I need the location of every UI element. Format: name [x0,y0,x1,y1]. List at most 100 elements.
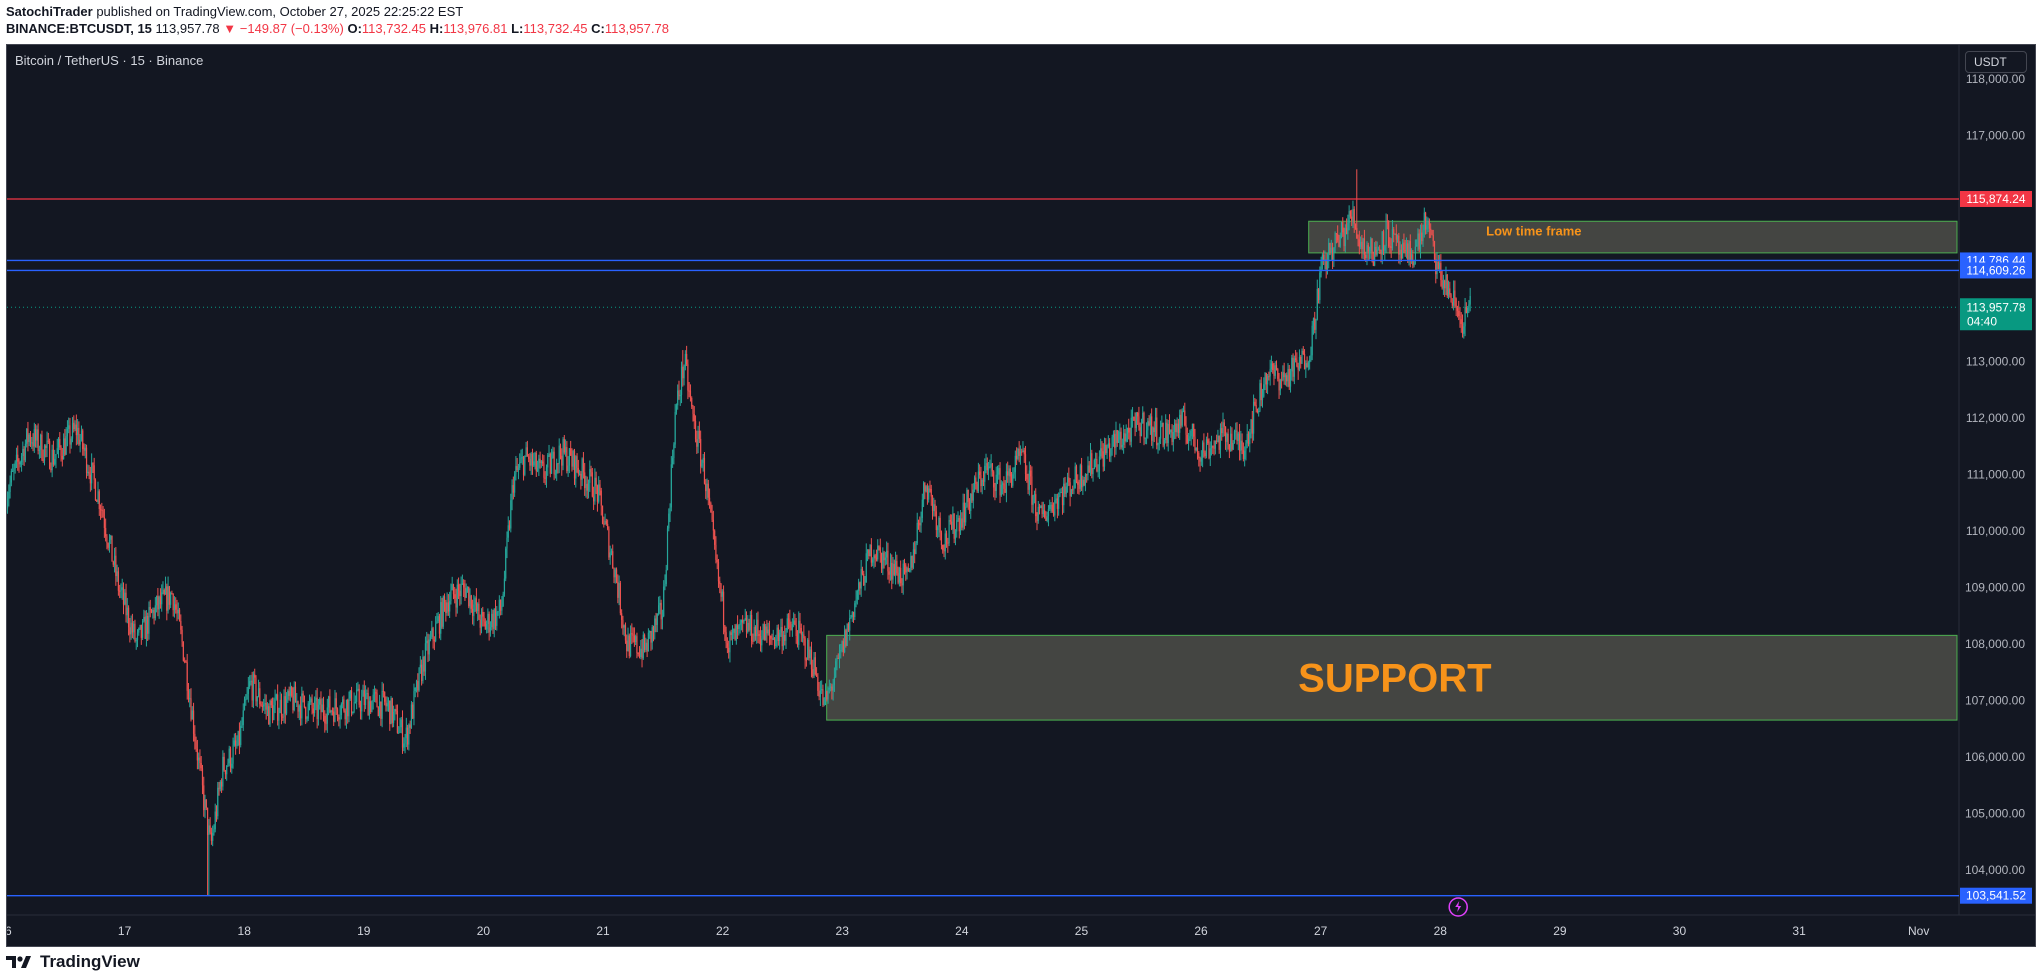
candle-body [1423,212,1425,231]
candle-body [157,596,159,610]
candle-body [120,589,122,591]
candle-body [659,602,661,606]
candle-body [121,587,123,590]
candle-body [931,496,934,511]
candle-body [580,473,582,480]
candle-body [1399,249,1401,255]
candle-body [345,699,348,720]
candle-body [696,439,698,447]
candle-body [884,557,886,561]
chart-pane[interactable]: 104,000.00 105,000.00 106,000.00 107,000.00… [6,44,2036,947]
candle-body [106,536,108,544]
candle-body [972,489,974,501]
candle-body [1032,495,1034,505]
candle-body [576,456,578,468]
candle-body [925,486,927,492]
candle-body [568,448,571,466]
candle-body [1362,238,1364,250]
currency-button[interactable]: USDT [1965,51,2027,73]
x-tick-label: 24 [955,924,969,938]
candle-body [674,411,676,445]
candle-body [803,634,805,639]
level-label-bg [1960,887,2032,904]
candle-body [48,441,51,469]
candle-body [1316,288,1318,320]
candle-body [615,569,618,583]
candle-body [103,517,105,528]
candle-body [577,467,579,474]
candle-body [617,582,619,598]
candle-body [1084,474,1087,486]
candle-body [1059,492,1061,497]
candle-body [340,703,342,716]
candle-body [8,492,10,499]
candle-body [1289,371,1292,387]
candle-body [1291,357,1293,372]
candle-body [587,482,590,491]
candle-body [447,602,449,612]
candle-body [404,738,406,744]
candle-body [143,616,145,621]
candle-body [530,453,532,466]
candle-body [51,449,53,471]
candle-body [961,518,963,528]
candle-body [141,620,144,638]
candle-body [959,518,962,532]
publisher-name[interactable]: SatochiTrader [6,4,93,19]
candle-body [427,640,429,655]
candle-body [865,553,867,583]
candle-body [908,570,911,572]
candle-body [1009,468,1011,477]
candle-body [1102,451,1104,467]
candle-body [1246,433,1248,444]
tradingview-logo[interactable]: TradingView [6,952,140,972]
candle-body [1080,465,1083,488]
candle-body [1082,479,1084,488]
candle-body [507,525,509,538]
candle-body [637,652,639,654]
candle-body [1388,221,1390,247]
candle-body [971,493,973,501]
candle-body [556,463,558,474]
published-text: published on TradingView.com, October 27… [96,4,464,19]
price-chart[interactable]: 104,000.00 105,000.00 106,000.00 107,000.00… [7,45,2035,946]
candle-body [93,465,95,480]
candle-body [937,527,939,531]
candle-body [208,825,210,835]
candle-body [1168,423,1171,433]
candle-body [525,447,527,456]
candle-body [400,719,402,728]
candle-body [799,620,801,628]
candle-body [786,618,788,630]
candle-body [585,483,587,489]
candle-body [419,664,421,668]
candle-body [776,627,778,640]
candle-body [229,748,232,768]
candle-body [520,457,522,463]
candle-body [914,549,916,554]
candle-body [85,447,88,474]
candle-body [740,619,743,623]
candle-body [1188,438,1190,444]
candle-body [958,518,960,532]
candle-body [670,464,672,508]
candle-body [1296,359,1298,367]
candle-body [1014,455,1016,473]
candle-body [452,584,455,595]
candle-body [40,434,42,450]
candle-body [473,604,475,616]
candle-body [573,451,576,479]
candle-body [219,781,221,790]
candle-body [10,471,12,483]
candle-body [63,438,65,460]
candle-body [91,462,93,484]
candle-body [705,483,707,492]
candle-body [729,632,731,653]
candle-body [543,463,545,478]
candle-body [623,625,625,628]
candle-body [112,561,114,565]
candle-body [1398,235,1400,255]
candle-body [1384,246,1386,251]
candle-body [521,457,523,459]
candle-body [494,609,497,626]
